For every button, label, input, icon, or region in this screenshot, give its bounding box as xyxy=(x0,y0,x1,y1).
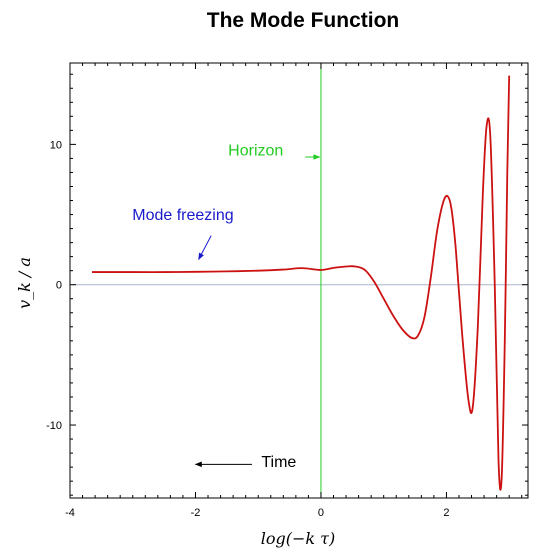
x-tick-label: -2 xyxy=(191,507,201,519)
annotation-mode-freezing-arrow xyxy=(198,235,212,261)
mode-function-curve xyxy=(91,75,511,491)
plot-frame xyxy=(69,62,529,499)
reference-lines xyxy=(70,63,528,498)
y-tick-label: -10 xyxy=(46,420,62,432)
chart-title: The Mode Function xyxy=(207,9,399,32)
x-tick-label: -4 xyxy=(65,507,75,519)
annotation-mode-freezing: Mode freezing xyxy=(132,207,233,224)
axis-ticks: -4 -2 0 2 -10 0 10 xyxy=(46,63,528,519)
x-tick-label: 2 xyxy=(443,507,449,519)
series-layer xyxy=(91,75,511,491)
annotations: Horizon Mode freezing Time xyxy=(132,143,321,471)
y-tick-label: 0 xyxy=(56,280,62,292)
x-axis-label: log(−k τ) xyxy=(261,529,336,548)
annotation-time: Time xyxy=(261,454,296,471)
annotation-horizon: Horizon xyxy=(228,143,283,160)
y-tick-label: 10 xyxy=(50,139,62,151)
x-tick-label: 0 xyxy=(318,507,324,519)
plot-area: -4 -2 0 2 -10 0 10 Horizon Mode freezing Time xyxy=(46,62,529,519)
y-axis-label: v_k / a xyxy=(15,257,34,309)
